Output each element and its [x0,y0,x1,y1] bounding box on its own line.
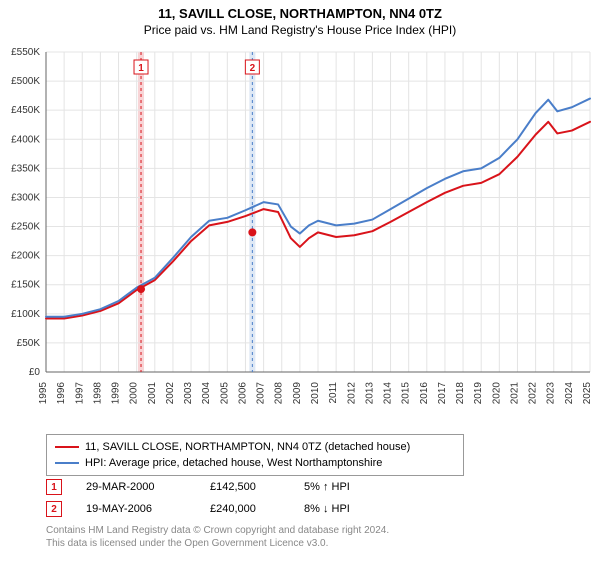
sale-row-1: 1 29-MAR-2000 £142,500 5% ↑ HPI [46,476,350,498]
ytick-label: £250K [11,222,40,233]
sale-row-2: 2 19-MAY-2006 £240,000 8% ↓ HPI [46,498,350,520]
sale-date-1: 29-MAR-2000 [86,481,186,493]
legend-label-hpi: HPI: Average price, detached house, West… [85,455,382,471]
ytick-label: £300K [11,192,40,203]
sale-dot-2 [248,228,256,236]
ytick-label: £400K [11,134,40,145]
xtick-label: 1999 [111,382,122,405]
page-title: 11, SAVILL CLOSE, NORTHAMPTON, NN4 0TZ [0,6,600,21]
xtick-label: 2023 [546,382,557,405]
xtick-label: 2016 [419,382,430,405]
ytick-label: £350K [11,163,40,174]
ytick-label: £550K [11,47,40,58]
ytick-label: £100K [11,309,40,320]
xtick-label: 2021 [509,382,520,405]
xtick-label: 2018 [455,382,466,405]
ytick-label: £0 [29,367,41,378]
xtick-label: 2009 [292,382,303,405]
xtick-label: 2005 [219,382,230,405]
ytick-label: £200K [11,251,40,262]
xtick-label: 2008 [274,382,285,405]
xtick-label: 2019 [473,382,484,405]
xtick-label: 2007 [256,382,267,405]
price-chart: £0 £50K £100K £150K £200K £250K £300K £350K £400… [0,46,600,426]
xtick-label: 2013 [364,382,375,405]
legend-row-property: 11, SAVILL CLOSE, NORTHAMPTON, NN4 0TZ (… [55,439,455,455]
attribution: Contains HM Land Registry data © Crown c… [46,524,389,550]
xtick-label: 2012 [346,382,357,405]
sale-dot-1 [137,285,145,293]
ytick-label: £50K [17,338,41,349]
xtick-label: 1995 [38,382,49,405]
sale-date-2: 19-MAY-2006 [86,503,186,515]
sales-table: 1 29-MAR-2000 £142,500 5% ↑ HPI 2 19-MAY… [46,476,350,520]
sale-tag-label-1: 1 [138,63,144,74]
sale-price-1: £142,500 [210,481,280,493]
xtick-label: 1997 [74,382,85,405]
arrow-up-icon: ↑ [323,481,329,493]
sale-tag-label-2: 2 [250,63,256,74]
xtick-label: 2011 [328,382,339,404]
xtick-label: 2024 [564,382,575,405]
xtick-label: 2022 [528,382,539,405]
attribution-line-1: Contains HM Land Registry data © Crown c… [46,524,389,537]
legend-row-hpi: HPI: Average price, detached house, West… [55,455,455,471]
legend: 11, SAVILL CLOSE, NORTHAMPTON, NN4 0TZ (… [46,434,464,476]
xtick-label: 2010 [310,382,321,405]
legend-label-property: 11, SAVILL CLOSE, NORTHAMPTON, NN4 0TZ (… [85,439,410,455]
page-subtitle: Price paid vs. HM Land Registry's House … [0,23,600,37]
xtick-label: 2020 [491,382,502,405]
legend-swatch-hpi [55,462,79,464]
xtick-label: 1998 [92,382,103,405]
sale-marker-1: 1 [46,479,62,495]
sale-marker-2: 2 [46,501,62,517]
xtick-label: 2004 [201,382,212,405]
attribution-line-2: This data is licensed under the Open Gov… [46,537,389,550]
ytick-label: £450K [11,105,40,116]
xtick-label: 2003 [183,382,194,405]
ytick-label: £500K [11,76,40,87]
ytick-label: £150K [11,280,40,291]
sale-delta-2: 8% ↓ HPI [304,503,350,515]
sale-price-2: £240,000 [210,503,280,515]
xtick-label: 2025 [582,382,593,405]
xtick-label: 2006 [237,382,248,405]
xtick-label: 2002 [165,382,176,405]
legend-swatch-property [55,446,79,448]
xtick-label: 1996 [56,382,67,405]
xtick-label: 2000 [129,382,140,405]
xtick-label: 2015 [401,382,412,405]
sale-delta-1: 5% ↑ HPI [304,481,350,493]
xtick-label: 2001 [147,382,158,405]
xtick-label: 2014 [383,382,394,405]
xtick-label: 2017 [437,382,448,405]
arrow-down-icon: ↓ [323,503,329,515]
